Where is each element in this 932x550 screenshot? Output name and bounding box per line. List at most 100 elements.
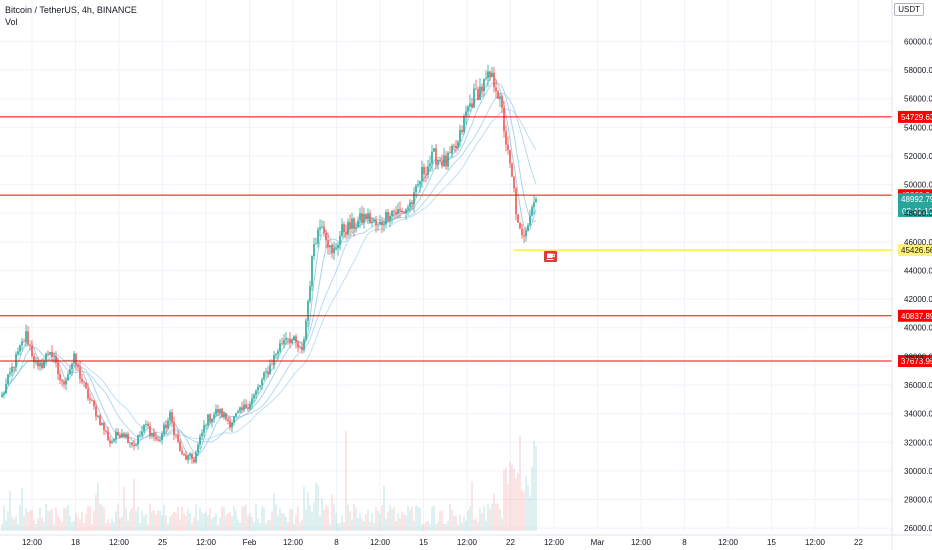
volume-bar bbox=[185, 516, 187, 531]
candle-body bbox=[339, 235, 341, 245]
candle-body bbox=[13, 366, 15, 368]
candle-body bbox=[527, 225, 529, 231]
volume-bar bbox=[105, 523, 107, 531]
volume-bar bbox=[167, 523, 169, 531]
price-tick-label: 52000.00 bbox=[904, 152, 932, 161]
volume-bar bbox=[299, 523, 301, 531]
candle-body bbox=[491, 72, 493, 77]
volume-bar bbox=[343, 522, 345, 531]
time-tick-label: 15 bbox=[419, 538, 428, 547]
candle-body bbox=[103, 423, 105, 431]
volume-bar bbox=[261, 506, 263, 531]
volume-bar bbox=[77, 517, 79, 531]
candle-body bbox=[107, 431, 109, 441]
volume-bar bbox=[199, 507, 201, 531]
volume-bar bbox=[451, 510, 453, 531]
candle-body bbox=[499, 96, 501, 99]
candle-body bbox=[231, 422, 233, 428]
candle-body bbox=[321, 226, 323, 228]
volume-bar bbox=[497, 503, 499, 531]
candle-body bbox=[529, 215, 531, 226]
volume-bar bbox=[459, 514, 461, 531]
volume-bar bbox=[223, 506, 225, 531]
volume-bar bbox=[381, 505, 383, 531]
coffee-cup-icon[interactable] bbox=[544, 251, 557, 262]
candle-body bbox=[195, 452, 197, 463]
candle-body bbox=[423, 166, 425, 174]
candle-body bbox=[31, 345, 33, 357]
candle-body bbox=[519, 222, 521, 229]
volume-bar bbox=[493, 494, 495, 531]
volume-bar bbox=[525, 476, 527, 531]
price-axis[interactable]: 60000.00 58000.00 56000.00 54000.00 52000.00… bbox=[891, 0, 932, 550]
volume-bar bbox=[367, 509, 369, 531]
price-tick-label: 30000.00 bbox=[904, 467, 932, 476]
volume-bar bbox=[277, 515, 279, 531]
candle-body bbox=[501, 96, 503, 108]
currency-label[interactable]: USDT bbox=[894, 3, 924, 16]
candle-body bbox=[165, 424, 167, 429]
volume-bar bbox=[97, 482, 99, 531]
volume-bar bbox=[489, 509, 491, 531]
price-level-label: 54729.63 bbox=[901, 113, 932, 122]
candle-body bbox=[259, 385, 261, 387]
candle-body bbox=[297, 342, 299, 348]
last-price-label: 48992.79 bbox=[901, 195, 932, 204]
volume-bar bbox=[187, 508, 189, 531]
volume-bar bbox=[301, 520, 303, 531]
time-axis[interactable]: 12:00 18 12:00 25 12:00 Feb 12:00 8 12:00 15 12:00… bbox=[0, 534, 932, 547]
candle-body bbox=[299, 346, 301, 348]
volume-bar bbox=[341, 515, 343, 531]
volume-bar bbox=[215, 513, 217, 531]
volume-bar bbox=[41, 517, 43, 531]
candle-body bbox=[239, 407, 241, 412]
volume-bar bbox=[51, 508, 53, 531]
low-price-label: 45426.56 bbox=[901, 246, 932, 255]
volume-bar bbox=[347, 504, 349, 531]
candle-body bbox=[269, 364, 271, 374]
candle-body bbox=[169, 412, 171, 421]
volume-bar bbox=[61, 521, 63, 531]
volume-bar bbox=[257, 518, 259, 531]
candle-body bbox=[295, 336, 297, 343]
volume-bar bbox=[371, 513, 373, 531]
volume-bar bbox=[115, 511, 117, 531]
candle-body bbox=[199, 436, 201, 445]
volume-bar bbox=[447, 520, 449, 531]
volume-bar bbox=[407, 505, 409, 531]
volume-bar bbox=[39, 507, 41, 531]
candle-body bbox=[279, 343, 281, 352]
candle-body bbox=[189, 453, 191, 456]
candle-body bbox=[161, 433, 163, 441]
volume-bar bbox=[209, 507, 211, 531]
volume-bar bbox=[515, 478, 517, 531]
candle-body bbox=[475, 88, 477, 90]
volume-bar bbox=[3, 505, 5, 531]
candle-body bbox=[441, 161, 443, 167]
volume-bar bbox=[357, 517, 359, 531]
price-tick-label: 36000.00 bbox=[904, 381, 932, 390]
volume-bar bbox=[119, 517, 121, 531]
candle-body bbox=[59, 374, 61, 380]
candle-body bbox=[271, 364, 273, 366]
candle-body bbox=[33, 356, 35, 363]
volume-indicator-label[interactable]: Vol bbox=[5, 17, 18, 27]
volume-bar bbox=[247, 516, 249, 531]
volume-bar bbox=[75, 513, 77, 531]
volume-bar bbox=[365, 514, 367, 531]
volume-bar bbox=[377, 511, 379, 531]
candle-body bbox=[477, 89, 479, 101]
volume-bar bbox=[419, 507, 421, 531]
volume-bar bbox=[85, 513, 87, 531]
low-price-tag bbox=[898, 244, 932, 257]
candle-body bbox=[93, 400, 95, 407]
candle-body bbox=[489, 71, 491, 77]
symbol-title[interactable]: Bitcoin / TetherUS, 4h, BINANCE bbox=[5, 5, 137, 15]
volume-bar bbox=[253, 521, 255, 531]
volume-bar bbox=[53, 524, 55, 531]
volume-bar bbox=[207, 515, 209, 531]
volume-bar bbox=[69, 516, 71, 531]
candle-body bbox=[425, 173, 427, 175]
volume-bar bbox=[417, 506, 419, 531]
